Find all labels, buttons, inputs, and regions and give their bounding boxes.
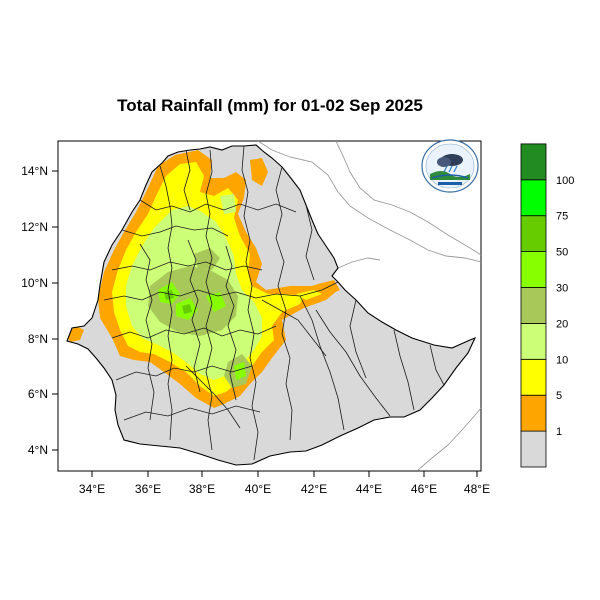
legend-swatch — [520, 322, 547, 360]
lon-tick-label: 38°E — [189, 482, 215, 496]
lon-tick-label: 40°E — [245, 482, 271, 496]
axis-ticks: 34°E 36°E 38°E 40°E 42°E 44°E 46°E 48°E 14°N 12°N… — [21, 164, 490, 496]
legend-swatch — [520, 430, 547, 468]
lat-tick-label: 6°N — [28, 387, 48, 401]
admin-boundaries — [103, 145, 445, 461]
lon-tick-label: 36°E — [135, 482, 161, 496]
lon-tick-label: 42°E — [301, 482, 327, 496]
legend-label: 20 — [556, 318, 568, 330]
legend-label: 30 — [556, 283, 568, 295]
rainfall-field — [67, 150, 340, 408]
color-legend: 1 5 10 20 30 50 75 100 — [520, 143, 574, 468]
lon-tick-label: 48°E — [464, 482, 490, 496]
ethiopia-border — [66, 144, 477, 466]
map-title: Total Rainfall (mm) for 01-02 Sep 2025 — [117, 96, 423, 115]
lat-tick-label: 10°N — [21, 276, 48, 290]
legend-label: 75 — [556, 211, 568, 223]
lon-tick-label: 34°E — [79, 482, 105, 496]
lat-tick-label: 12°N — [21, 220, 48, 234]
lon-tick-label: 44°E — [356, 482, 382, 496]
legend-swatch — [520, 358, 547, 396]
legend-label: 50 — [556, 247, 568, 259]
neighbor-borders — [257, 141, 481, 471]
lat-tick-label: 14°N — [21, 164, 48, 178]
ethiopian-meteorology-institute-logo — [421, 139, 479, 193]
legend-swatch — [520, 394, 547, 432]
lat-tick-label: 4°N — [28, 443, 48, 457]
legend-label: 1 — [556, 426, 562, 438]
legend-swatch — [520, 179, 547, 217]
legend-swatch — [520, 143, 547, 181]
legend-label: 5 — [556, 390, 562, 402]
legend-label: 100 — [556, 175, 574, 187]
lat-tick-label: 8°N — [28, 332, 48, 346]
legend-swatch — [520, 215, 547, 252]
legend-swatch — [520, 251, 547, 288]
lon-tick-label: 46°E — [411, 482, 437, 496]
legend-swatch — [520, 287, 547, 324]
legend-label: 10 — [556, 354, 568, 366]
